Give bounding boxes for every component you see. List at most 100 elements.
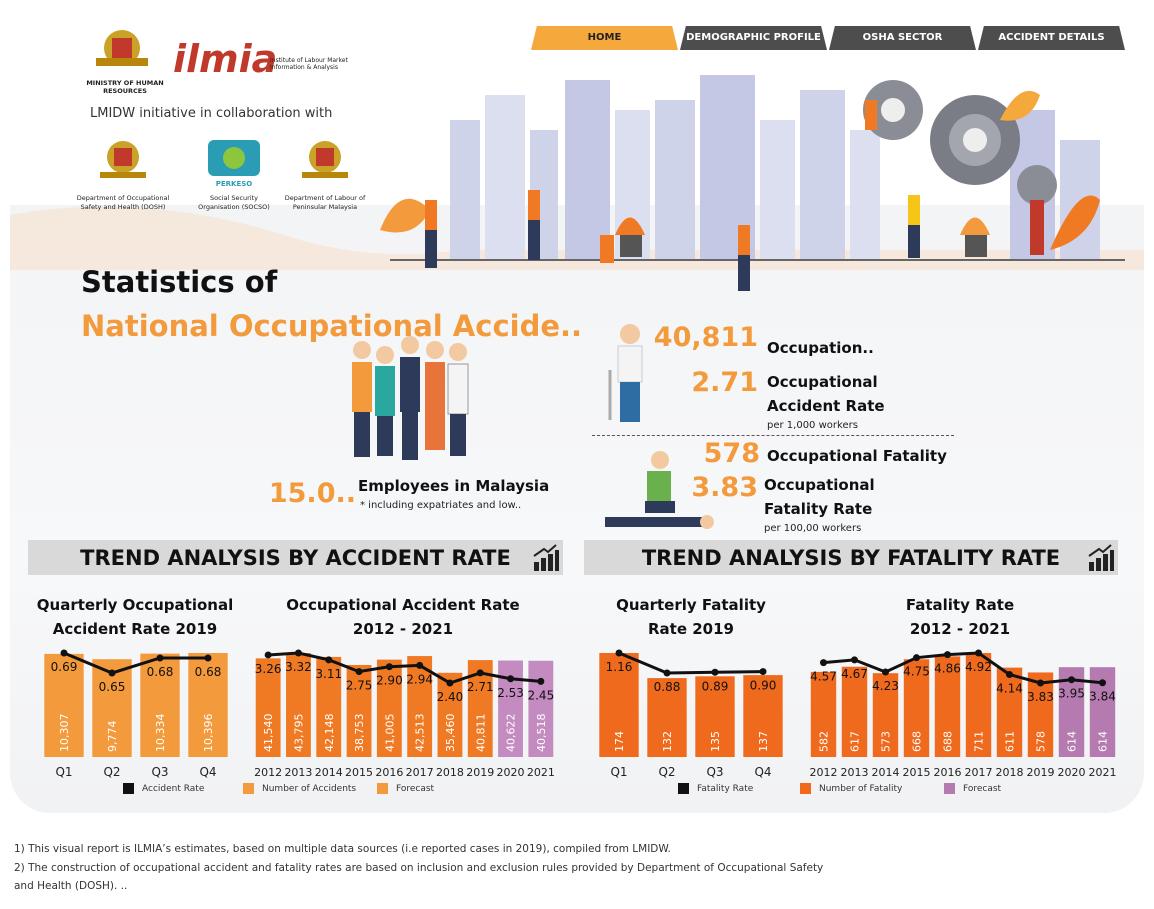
kpi-label: Occupational Fatality Rate bbox=[764, 476, 875, 518]
bar bbox=[903, 659, 930, 757]
legend-label: Number of Accidents bbox=[262, 783, 357, 794]
line-point bbox=[882, 668, 889, 676]
chart: 2012 2013 2014 2015 2016 2017 2018 2019 2020 2021… bbox=[254, 649, 555, 779]
kpi-value: 15.0.. bbox=[268, 478, 356, 509]
kpi-value: 40,811 bbox=[653, 322, 758, 353]
partner-logo-text: PERKESO bbox=[215, 180, 253, 188]
x-tick-label: 2020 bbox=[1058, 766, 1086, 779]
bar bbox=[376, 659, 402, 757]
legend-label: Forecast bbox=[963, 783, 1002, 794]
line bbox=[63, 651, 208, 675]
line-point bbox=[944, 651, 951, 659]
section-icon bbox=[533, 544, 559, 571]
bar-value-label: 41,005 bbox=[383, 714, 396, 753]
bar bbox=[44, 653, 84, 757]
x-tick-label: 2020 bbox=[497, 766, 525, 779]
legend-label: Fatality Rate bbox=[697, 783, 754, 794]
x-tick-label: Q2 bbox=[658, 765, 675, 779]
bar-value-label: 582 bbox=[818, 731, 831, 752]
kpi-label: Occupation.. bbox=[767, 339, 874, 357]
line-value-label: 3.11 bbox=[315, 667, 342, 681]
legend-swatch bbox=[123, 783, 134, 794]
bar-value-label: 132 bbox=[661, 731, 674, 752]
line-value-label: 2.71 bbox=[467, 680, 494, 694]
bar-value-label: 611 bbox=[1004, 731, 1017, 752]
x-tick-label: 2019 bbox=[466, 766, 494, 779]
bar-value-label: 38,753 bbox=[353, 714, 366, 753]
kpi-note: per 1,000 workers bbox=[767, 420, 858, 431]
injured-illustration bbox=[608, 324, 643, 422]
bar bbox=[965, 653, 992, 757]
bar-value-label: 10,334 bbox=[154, 714, 167, 753]
bar-value-label: 688 bbox=[942, 731, 955, 752]
ilmia-name: Institute of Labour Market Information &… bbox=[270, 57, 348, 71]
bar-value-label: 711 bbox=[973, 731, 986, 752]
ministry-logo bbox=[96, 30, 148, 66]
line-point bbox=[416, 661, 424, 669]
x-tick-label: 2013 bbox=[284, 766, 312, 779]
line-point bbox=[204, 654, 212, 662]
line-point bbox=[975, 649, 982, 657]
line-value-label: 2.75 bbox=[346, 679, 373, 693]
line bbox=[618, 651, 764, 675]
section-header: TREND ANALYSIS BY ACCIDENT RATE bbox=[28, 540, 563, 575]
bar-value-label: 174 bbox=[613, 731, 626, 752]
line-point bbox=[663, 669, 671, 677]
legend-item: Forecast bbox=[944, 783, 1001, 794]
line-point bbox=[820, 659, 827, 667]
page-title: Statistics of bbox=[81, 265, 278, 299]
line-point bbox=[851, 656, 858, 664]
line-value-label: 0.68 bbox=[195, 665, 222, 679]
line-value-label: 2.94 bbox=[406, 672, 433, 686]
legend-label: Accident Rate bbox=[142, 783, 205, 794]
bar bbox=[255, 658, 281, 757]
nav-tab[interactable]: HOME bbox=[531, 26, 678, 50]
bar bbox=[528, 660, 554, 757]
nav-tab[interactable]: DEMOGRAPHIC PROFILE bbox=[680, 26, 827, 50]
legend-swatch bbox=[800, 783, 811, 794]
line-point bbox=[1006, 670, 1013, 678]
bar-value-label: 137 bbox=[757, 731, 770, 752]
chart: Q1 Q2 Q3 Q4 10,307 9,774 10,334 10,396 0.69 0.65 0… bbox=[44, 649, 228, 779]
section-title: TREND ANALYSIS BY ACCIDENT RATE bbox=[80, 546, 511, 570]
line-point bbox=[325, 656, 333, 664]
legend-item: Accident Rate bbox=[123, 783, 243, 794]
city-illustration bbox=[380, 75, 1125, 291]
legend-item: Fatality Rate bbox=[678, 783, 800, 794]
line-value-label: 4.67 bbox=[841, 667, 868, 681]
section-header: TREND ANALYSIS BY FATALITY RATE bbox=[584, 540, 1118, 575]
bar-value-label: 35,460 bbox=[444, 714, 457, 753]
x-tick-label: Q3 bbox=[706, 765, 723, 779]
bar bbox=[140, 653, 180, 757]
line-value-label: 3.26 bbox=[255, 662, 282, 676]
nav-tab[interactable]: OSHA SECTOR bbox=[829, 26, 976, 50]
line-point bbox=[1099, 679, 1106, 687]
legend-item: Number of Fatality bbox=[800, 783, 944, 794]
x-tick-label: Q1 bbox=[55, 765, 72, 779]
bar bbox=[810, 671, 837, 757]
bar bbox=[599, 653, 639, 757]
line-point bbox=[264, 651, 272, 659]
bar bbox=[346, 664, 372, 757]
legend: Fatality Rate Number of Fatality Forecas… bbox=[678, 783, 1001, 794]
legend-label: Number of Fatality bbox=[819, 783, 903, 794]
line-point bbox=[60, 649, 68, 657]
legend: Accident Rate Number of Accidents Foreca… bbox=[123, 783, 434, 794]
bar-value-label: 617 bbox=[849, 731, 862, 752]
kpi-value: 3.83 bbox=[691, 472, 758, 503]
x-tick-label: Q3 bbox=[151, 765, 168, 779]
line-value-label: 3.83 bbox=[1027, 690, 1054, 704]
line-value-label: 0.89 bbox=[702, 679, 729, 693]
legend-item: Number of Accidents bbox=[243, 783, 377, 794]
nav-tab[interactable]: ACCIDENT DETAILS bbox=[978, 26, 1125, 50]
x-tick-label: 2015 bbox=[903, 766, 931, 779]
x-tick-label: 2016 bbox=[375, 766, 403, 779]
legend-swatch bbox=[243, 783, 254, 794]
ministry-name: MINISTRY OF HUMAN RESOURCES bbox=[86, 79, 164, 95]
header-art: ilmia bbox=[10, 30, 1144, 291]
kpi-label: Occupational Accident Rate bbox=[767, 373, 885, 415]
kpi-value: 2.71 bbox=[691, 367, 758, 398]
bar-value-label: 42,513 bbox=[414, 714, 427, 753]
